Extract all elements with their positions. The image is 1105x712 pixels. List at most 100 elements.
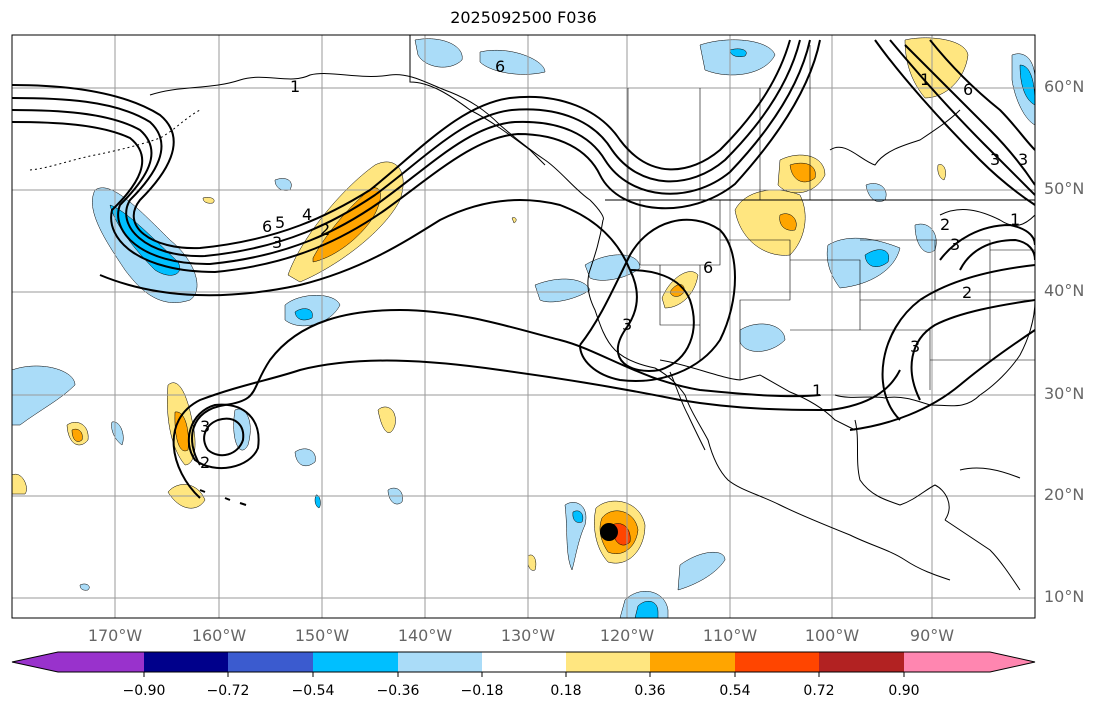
positive-anomaly-region xyxy=(789,162,816,183)
negative-anomaly-region xyxy=(699,39,776,76)
colorbar-extend-left xyxy=(12,652,58,672)
lon-label-140w: 140°W xyxy=(397,626,453,645)
contour-label: 6 xyxy=(703,258,713,277)
colorbar-tick-label: −0.54 xyxy=(291,683,335,699)
lon-label-150w: 150°W xyxy=(294,626,350,645)
colorbar-tick-label: 0.36 xyxy=(634,683,666,699)
hawaii-islands xyxy=(199,489,247,506)
colorbar-tick-label: −0.36 xyxy=(376,683,420,699)
negative-anomaly-region xyxy=(294,308,313,321)
colorbar-segment xyxy=(650,652,735,672)
colorbar-tick-label: 0.90 xyxy=(888,683,920,699)
colorbar-segment xyxy=(735,652,819,672)
mexico-gulf-coastline xyxy=(854,419,950,521)
west-coast-coastline xyxy=(587,219,951,581)
contour-line xyxy=(12,39,791,250)
lon-label-170w: 170°W xyxy=(87,626,143,645)
contour-line xyxy=(579,218,736,382)
negative-anomaly-region xyxy=(314,494,321,509)
colorbar-segment xyxy=(313,652,398,672)
colorbar-segment xyxy=(904,652,990,672)
contour-line xyxy=(191,308,821,466)
contour-label: 3 xyxy=(1018,150,1028,169)
positive-anomaly-region xyxy=(511,217,517,224)
contour-label: 2 xyxy=(320,220,330,239)
contour-label: 3 xyxy=(990,150,1000,169)
contour-label: 3 xyxy=(950,235,960,254)
positive-anomaly-region xyxy=(12,473,27,495)
contour-line xyxy=(12,39,801,258)
positive-anomaly-region xyxy=(734,189,806,256)
contour-line xyxy=(929,39,1035,151)
colorbar-segment xyxy=(819,652,904,672)
colorbar-tick-label: 0.72 xyxy=(803,683,835,699)
negative-anomaly-region xyxy=(729,48,747,57)
colorbar-tick-label: −0.72 xyxy=(206,683,250,699)
negative-anomaly-region xyxy=(677,552,726,591)
contour-label: 6 xyxy=(262,217,272,236)
contour-line xyxy=(203,417,245,457)
contour-line xyxy=(617,269,695,372)
negative-anomaly-region xyxy=(739,323,786,352)
colorbar-segment xyxy=(58,652,144,672)
negative-anomaly-region xyxy=(111,421,124,446)
contour-line xyxy=(881,264,1035,421)
great-lakes-outline xyxy=(939,209,1035,226)
colorbar-outline xyxy=(11,651,1036,673)
positive-anomaly-region xyxy=(904,37,969,99)
negative-anomaly-region xyxy=(479,50,546,75)
aleutian-islands xyxy=(29,109,201,171)
negative-anomaly-region xyxy=(284,295,341,327)
colorbar-tick-label: −0.18 xyxy=(460,683,504,699)
contour-label: 2 xyxy=(940,215,950,234)
lat-label-20n: 20°N xyxy=(1044,485,1085,504)
us-mexico-border xyxy=(659,359,856,431)
lon-label-100w: 100°W xyxy=(804,626,860,645)
positive-anomaly-region xyxy=(312,187,381,263)
negative-anomaly-region xyxy=(1019,64,1035,106)
contour-line xyxy=(874,39,1035,206)
positive-anomaly-region xyxy=(202,197,215,204)
colorbar-extend-right xyxy=(990,652,1035,672)
colorbar-tick-label: 0.18 xyxy=(550,683,582,699)
colorbar-segment xyxy=(482,652,566,672)
lat-label-30n: 30°N xyxy=(1044,384,1085,403)
contour-label: 6 xyxy=(495,57,505,76)
contour-label: 3 xyxy=(272,233,282,252)
contour-lines xyxy=(12,39,1035,499)
contour-line xyxy=(99,199,631,297)
graticule xyxy=(12,35,1035,618)
positive-anomaly-region xyxy=(377,406,396,433)
shaded-anomaly-fields xyxy=(12,37,1035,618)
lon-label-120w: 120°W xyxy=(599,626,655,645)
canada-province-borders xyxy=(627,45,811,200)
coastlines xyxy=(29,35,1035,591)
contour-label: 3 xyxy=(200,417,210,436)
contour-line xyxy=(904,44,1035,186)
lon-label-90w: 90°W xyxy=(909,626,955,645)
negative-anomaly-region xyxy=(294,448,316,467)
contour-labels: 6 5 4 3 2 1 6 6 3 3 2 1 3 2 3 6 1 3 2 1 … xyxy=(200,57,1028,472)
gulf-coast-coastline xyxy=(834,299,1035,407)
negative-anomaly-region xyxy=(414,38,463,68)
contour-line xyxy=(959,238,1035,271)
lon-label-110w: 110°W xyxy=(702,626,758,645)
contour-line xyxy=(889,39,1035,196)
hudson-bay-coastline xyxy=(829,109,961,166)
colorbar xyxy=(11,651,1036,677)
negative-anomaly-region xyxy=(864,249,890,267)
contour-label: 2 xyxy=(200,453,210,472)
contour-line xyxy=(910,299,1035,401)
map-frame xyxy=(11,34,1036,619)
cuba-coastline xyxy=(959,467,1021,479)
negative-anomaly-region xyxy=(572,510,584,523)
map-title: 2025092500 F036 xyxy=(450,8,597,27)
negative-anomaly-region xyxy=(826,237,901,289)
central-america-coastline xyxy=(944,519,1021,591)
negative-anomaly-region xyxy=(865,183,887,202)
lat-label-50n: 50°N xyxy=(1044,179,1085,198)
storm-center-marker xyxy=(600,523,618,541)
positive-anomaly-region xyxy=(779,213,797,231)
negative-anomaly-region xyxy=(274,178,292,191)
